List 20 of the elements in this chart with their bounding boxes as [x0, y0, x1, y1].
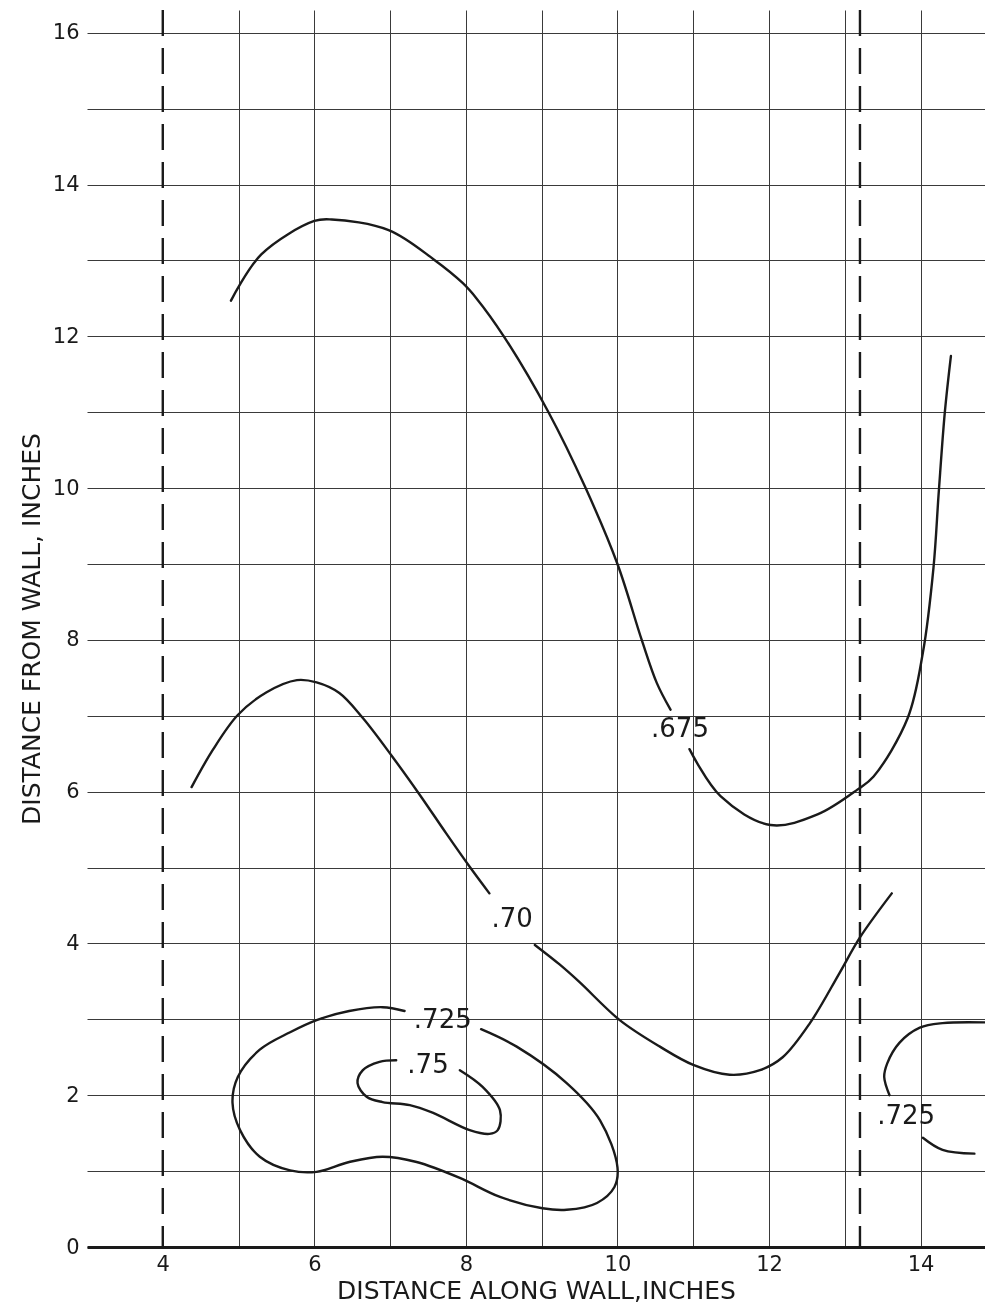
y-tick-label: 2 [66, 1082, 80, 1107]
x-axis-title: DISTANCE ALONG WALL,INCHES [337, 1275, 736, 1305]
y-tick-label: 16 [52, 20, 80, 45]
x-tick-label: 14 [907, 1251, 935, 1276]
series-label: .75 [407, 1049, 449, 1080]
x-tick-label: 8 [459, 1251, 474, 1276]
y-axis-title: DISTANCE FROM WALL, INCHES [16, 433, 46, 825]
y-tick-label: 12 [52, 323, 80, 348]
y-tick-label: 6 [66, 779, 80, 804]
y-tick-label: 8 [66, 627, 80, 652]
y-tick-label: 4 [66, 930, 80, 955]
y-tick-label: 14 [52, 172, 80, 197]
y-tick-label: 0 [66, 1234, 80, 1259]
line-series [231, 1005, 619, 1212]
x-tick-label: 4 [156, 1251, 170, 1276]
x-tick-label: 6 [308, 1251, 322, 1276]
y-tick-label: 10 [52, 475, 80, 500]
x-tick-label: 12 [756, 1251, 783, 1276]
x-tick-label: 10 [604, 1251, 632, 1276]
series-label: .70 [491, 903, 533, 934]
